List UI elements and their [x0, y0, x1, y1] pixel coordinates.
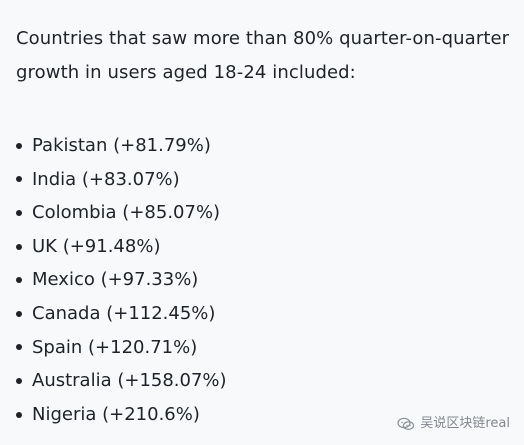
intro-text: Countries that saw more than 80% quarter…: [16, 28, 510, 83]
bullet-icon: [16, 243, 22, 250]
country-label: India (+83.07%): [32, 168, 180, 190]
bullet-icon: [16, 411, 22, 418]
bullet-icon: [16, 142, 22, 149]
document-content: Countries that saw more than 80% quarter…: [16, 22, 516, 431]
list-item-colombia: Colombia (+85.07%): [16, 196, 516, 230]
country-label: Colombia (+85.07%): [32, 202, 221, 224]
bullet-icon: [16, 209, 22, 216]
country-label: Nigeria (+210.6%): [32, 403, 200, 425]
list-item-india: India (+83.07%): [16, 163, 516, 197]
list-item-canada: Canada (+112.45%): [16, 297, 516, 331]
bullet-icon: [16, 377, 22, 384]
country-label: Australia (+158.07%): [32, 370, 227, 392]
list-item-nigeria: Nigeria (+210.6%): [16, 398, 516, 432]
list-item-uk: UK (+91.48%): [16, 230, 516, 264]
country-label: Spain (+120.71%): [32, 336, 198, 358]
list-item-mexico: Mexico (+97.33%): [16, 263, 516, 297]
country-label: Canada (+112.45%): [32, 302, 216, 324]
bullet-icon: [16, 176, 22, 183]
bullet-icon: [16, 344, 22, 351]
wechat-icon: [397, 417, 415, 431]
country-label: Mexico (+97.33%): [32, 269, 199, 291]
bullet-icon: [16, 310, 22, 317]
country-label: Pakistan (+81.79%): [32, 135, 211, 156]
watermark: 吴说区块链real: [397, 416, 510, 432]
list-item-pakistan: Pakistan (+81.79%): [16, 129, 516, 163]
list-item-spain: Spain (+120.71%): [16, 331, 516, 365]
country-label: UK (+91.48%): [32, 235, 161, 257]
watermark-text: 吴说区块链real: [420, 416, 510, 431]
bullet-icon: [16, 277, 22, 284]
country-list: Pakistan (+81.79%) India (+83.07%) Colom…: [16, 129, 516, 431]
list-item-australia: Australia (+158.07%): [16, 364, 516, 398]
